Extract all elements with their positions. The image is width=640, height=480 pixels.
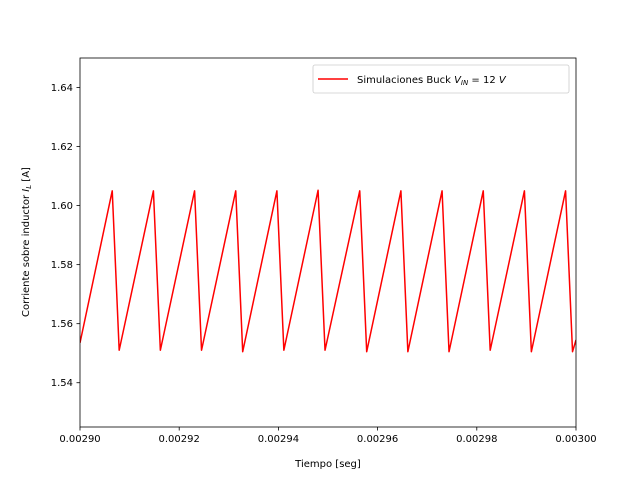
- series-layer: [80, 189, 576, 353]
- legend-label: Simulaciones Buck VIN = 12 V: [357, 75, 507, 87]
- x-tick-label: 0.00296: [357, 434, 398, 445]
- y-tick-label: 1.56: [51, 319, 73, 330]
- x-tick-label: 0.00290: [59, 434, 100, 445]
- x-tick-label: 0.00298: [456, 434, 497, 445]
- x-axis: 0.00290 0.00292 0.00294 0.00296 0.00298 0.003…: [59, 427, 597, 445]
- y-tick-label: 1.54: [51, 378, 73, 389]
- series-line-inductor-current: [80, 189, 576, 353]
- y-tick-label: 1.58: [51, 260, 73, 271]
- x-tick-label: 0.00292: [159, 434, 200, 445]
- legend-box: [312, 64, 570, 94]
- x-tick-label: 0.00300: [555, 434, 596, 445]
- x-axis-label: Tiempo [seg]: [294, 459, 361, 470]
- x-tick-label: 0.00294: [258, 434, 299, 445]
- legend: Simulaciones Buck VIN = 12 V: [312, 64, 570, 94]
- y-tick-label: 1.60: [51, 201, 73, 212]
- y-axis-label: Corriente sobre inductor IL [A]: [21, 167, 33, 317]
- y-axis: 1.54 1.56 1.58 1.60 1.62 1.64: [51, 83, 80, 389]
- y-tick-label: 1.64: [51, 83, 73, 94]
- plot-area: [80, 58, 576, 427]
- plot-frame: [79, 57, 577, 428]
- y-tick-label: 1.62: [51, 142, 73, 153]
